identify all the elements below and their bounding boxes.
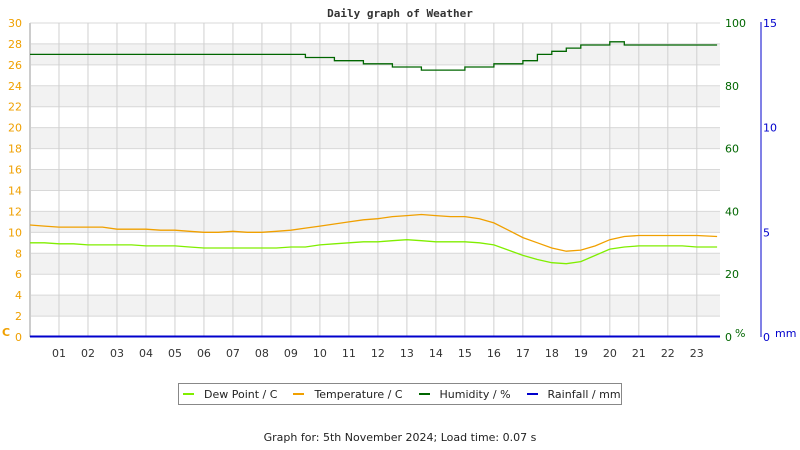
svg-text:mm: mm [775,327,796,340]
svg-text:22: 22 [661,347,675,360]
series-temperature [29,213,718,252]
svg-text:4: 4 [15,289,22,302]
legend-item-rainfall: Rainfall / mm [526,387,621,401]
svg-text:24: 24 [8,80,22,93]
legend-swatch [293,393,305,395]
svg-text:16: 16 [8,164,22,177]
svg-text:20: 20 [725,268,739,281]
svg-text:18: 18 [545,347,559,360]
svg-text:06: 06 [197,347,211,360]
series-dew [30,239,718,265]
graph-footer: Graph for: 5th November 2024; Load time:… [263,431,537,444]
legend-item-humidity: Humidity / % [418,387,511,401]
svg-text:17: 17 [516,347,530,360]
svg-text:15: 15 [458,347,472,360]
svg-text:20: 20 [8,122,22,135]
svg-text:26: 26 [8,59,22,72]
svg-text:12: 12 [8,205,22,218]
legend-swatch [418,393,430,395]
series-humidity [30,41,718,71]
svg-text:21: 21 [632,347,646,360]
svg-text:07: 07 [226,347,240,360]
svg-text:14: 14 [8,184,22,197]
chart-title: Daily graph of Weather [327,7,473,20]
svg-text:04: 04 [139,347,153,360]
plot-background [30,23,720,337]
legend-swatch [183,393,194,395]
svg-text:02: 02 [81,347,95,360]
legend-label: Rainfall / mm [547,387,621,401]
svg-text:10: 10 [313,347,327,360]
svg-text:22: 22 [8,101,22,114]
svg-text:09: 09 [284,347,298,360]
svg-text:%: % [735,327,745,340]
svg-text:16: 16 [487,347,501,360]
svg-text:0: 0 [725,331,732,344]
svg-text:05: 05 [168,347,182,360]
svg-text:10: 10 [763,122,777,135]
svg-text:08: 08 [255,347,269,360]
svg-text:23: 23 [690,347,704,360]
svg-text:0: 0 [763,331,770,344]
svg-text:6: 6 [15,268,22,281]
legend-label: Dew Point / C [204,387,278,401]
svg-text:18: 18 [8,143,22,156]
legend-item-dew-point: Dew Point / C [183,388,277,401]
legend-swatch [526,393,538,395]
svg-text:2: 2 [15,310,22,323]
svg-text:80: 80 [725,80,739,93]
svg-text:01: 01 [52,347,66,360]
svg-text:8: 8 [15,247,22,260]
svg-text:C: C [2,326,10,339]
legend-label: Humidity / % [439,387,511,401]
legend-item-temperature: Temperature / C [293,387,403,401]
svg-text:15: 15 [763,17,777,30]
svg-text:20: 20 [603,347,617,360]
data-series [29,41,720,338]
svg-text:100: 100 [725,17,746,30]
svg-text:28: 28 [8,38,22,51]
svg-text:5: 5 [763,226,770,239]
legend-label: Temperature / C [314,387,403,401]
legend: Dew Point / C Temperature / C Humidity /… [178,383,622,405]
svg-text:0: 0 [15,331,22,344]
svg-text:60: 60 [725,143,739,156]
svg-text:10: 10 [8,226,22,239]
svg-text:14: 14 [429,347,443,360]
svg-text:40: 40 [725,205,739,218]
svg-text:30: 30 [8,17,22,30]
svg-text:12: 12 [371,347,385,360]
svg-text:13: 13 [400,347,414,360]
svg-text:19: 19 [574,347,588,360]
svg-text:03: 03 [110,347,124,360]
gridlines [29,22,720,338]
weather-chart: Daily graph of Weather 02468101214161820… [2,7,796,360]
svg-text:11: 11 [342,347,356,360]
